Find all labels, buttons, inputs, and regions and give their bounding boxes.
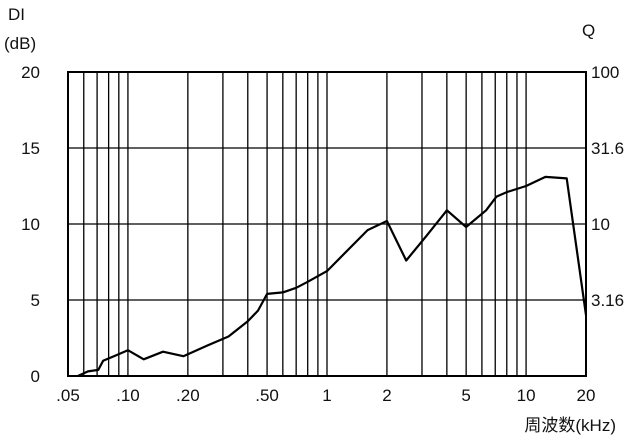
x-tick-label: .50	[255, 386, 279, 405]
y-tick-label: 20	[21, 63, 40, 82]
y-tick-label: 10	[21, 215, 40, 234]
right-tick-label: 31.6	[591, 139, 624, 158]
right-tick-label: 10	[591, 215, 610, 234]
series-layer	[77, 175, 588, 378]
x-tick-label: .20	[176, 386, 200, 405]
y-axis-label-line1: DI	[8, 5, 25, 24]
y-axis-label-line2: (dB)	[4, 34, 36, 53]
y-tick-label: 0	[31, 367, 40, 386]
x-tick-label: 5	[461, 386, 470, 405]
x-tick-label: 20	[577, 386, 596, 405]
right-tick-label: 100	[591, 63, 619, 82]
y-tick-label: 5	[31, 291, 40, 310]
right-tick-label: 3.16	[591, 291, 624, 310]
x-tick-label: .10	[116, 386, 140, 405]
x-tick-label: 1	[322, 386, 331, 405]
x-axis-label: 周波数(kHz)	[524, 416, 616, 435]
right-axis-label: Q	[582, 21, 595, 40]
x-tick-label: 2	[382, 386, 391, 405]
x-tick-label: 10	[517, 386, 536, 405]
grid	[68, 72, 586, 376]
series-line	[77, 175, 588, 378]
tick-labels: .05 .10 .20 .50 1 2 5 10 20 0 5 10 15 20 3.16 10 31.6 100	[21, 63, 624, 405]
plot-frame	[67, 71, 587, 377]
x-tick-label: .05	[56, 386, 80, 405]
y-tick-label: 15	[21, 139, 40, 158]
